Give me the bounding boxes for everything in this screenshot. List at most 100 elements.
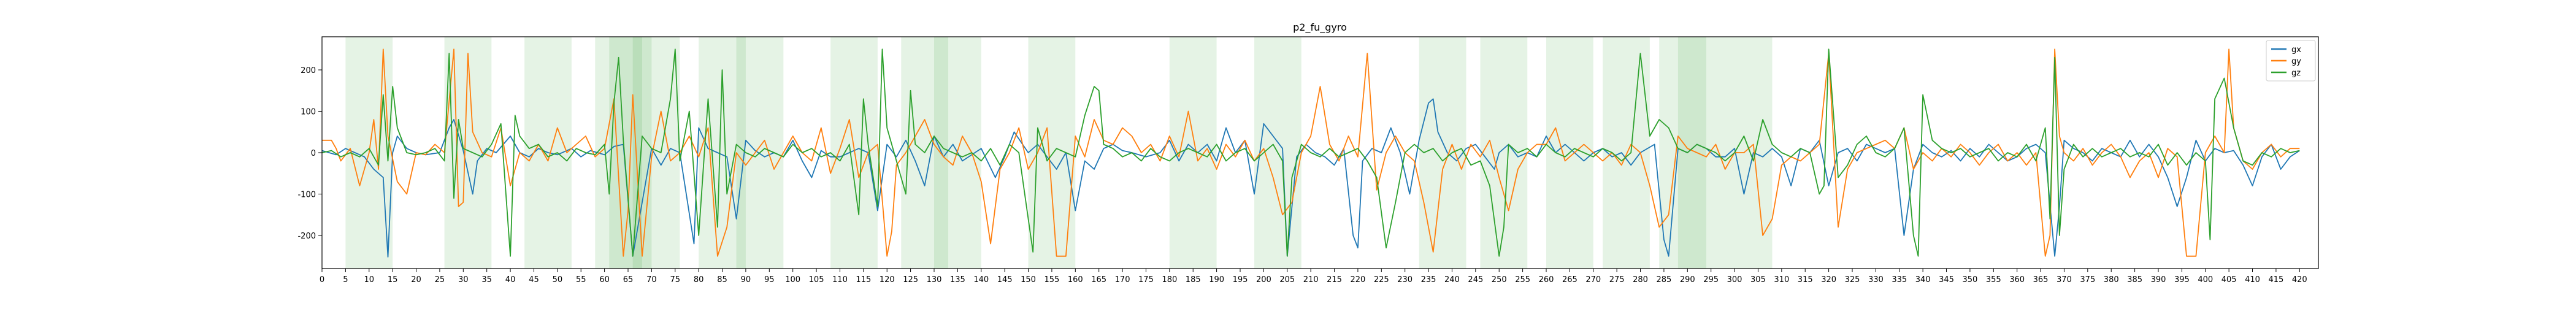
x-tick-label: 75 (670, 275, 680, 284)
x-tick-label: 330 (1868, 275, 1884, 284)
x-tick-label: 115 (856, 275, 871, 284)
x-tick-label: 70 (646, 275, 657, 284)
y-axis-ticks: -200 -100 0 100 200 (297, 66, 322, 241)
x-tick-label: 110 (832, 275, 848, 284)
shaded-region-18 (1659, 37, 1707, 269)
legend: gx gy gz (2266, 40, 2316, 82)
x-tick-label: 415 (2268, 275, 2283, 284)
x-tick-label: 125 (903, 275, 918, 284)
y-tick-label: 0 (311, 149, 316, 158)
x-tick-label: 205 (1279, 275, 1295, 284)
x-tick-label: 175 (1138, 275, 1154, 284)
legend-box (2266, 40, 2316, 82)
x-tick-label: 355 (1986, 275, 2001, 284)
x-tick-label: 320 (1821, 275, 1836, 284)
x-tick-label: 55 (576, 275, 586, 284)
x-tick-label: 230 (1397, 275, 1413, 284)
x-tick-label: 300 (1727, 275, 1742, 284)
x-tick-label: 150 (1021, 275, 1036, 284)
x-tick-label: 15 (388, 275, 398, 284)
legend-label-gy: gy (2291, 57, 2301, 66)
x-tick-label: 185 (1186, 275, 1201, 284)
x-tick-label: 290 (1680, 275, 1695, 284)
x-tick-label: 25 (435, 275, 445, 284)
x-tick-label: 190 (1209, 275, 1224, 284)
x-tick-label: 35 (481, 275, 492, 284)
x-tick-label: 345 (1939, 275, 1954, 284)
x-tick-label: 140 (973, 275, 989, 284)
x-tick-label: 420 (2292, 275, 2307, 284)
x-tick-label: 295 (1703, 275, 1719, 284)
x-tick-label: 370 (2057, 275, 2072, 284)
x-tick-label: 45 (529, 275, 539, 284)
shaded-region-17 (1603, 37, 1650, 269)
x-axis-ticks: 0 5 10 15 20 25 30 35 40 45 50 55 60 65 70 75 80 85 90 95 10… (320, 269, 2307, 284)
x-tick-label: 395 (2174, 275, 2190, 284)
x-tick-label: 235 (1421, 275, 1436, 284)
x-tick-label: 105 (809, 275, 824, 284)
shaded-region-19 (1677, 37, 1725, 269)
shaded-region-8 (830, 37, 878, 269)
x-tick-label: 120 (880, 275, 895, 284)
x-tick-label: 65 (623, 275, 634, 284)
x-tick-label: 170 (1115, 275, 1130, 284)
shaded-region-15 (1480, 37, 1528, 269)
y-tick-label: -200 (297, 232, 316, 241)
y-tick-label: 100 (301, 108, 316, 117)
x-tick-label: 60 (599, 275, 610, 284)
legend-label-gz: gz (2291, 69, 2301, 78)
x-tick-label: 305 (1750, 275, 1766, 284)
x-tick-label: 375 (2080, 275, 2095, 284)
x-tick-label: 155 (1045, 275, 1060, 284)
x-tick-label: 160 (1068, 275, 1083, 284)
x-tick-label: 400 (2198, 275, 2213, 284)
shaded-region-14 (1419, 37, 1466, 269)
x-tick-label: 220 (1351, 275, 1366, 284)
x-tick-label: 240 (1444, 275, 1460, 284)
x-tick-label: 340 (1915, 275, 1931, 284)
legend-label-gx: gx (2291, 45, 2301, 55)
x-tick-label: 50 (553, 275, 563, 284)
x-tick-label: 85 (717, 275, 727, 284)
x-tick-label: 90 (741, 275, 751, 284)
x-tick-label: 180 (1162, 275, 1177, 284)
x-tick-label: 360 (2009, 275, 2025, 284)
x-tick-label: 310 (1774, 275, 1789, 284)
x-tick-label: 365 (2033, 275, 2049, 284)
x-tick-label: 40 (505, 275, 516, 284)
x-tick-label: 195 (1233, 275, 1248, 284)
x-tick-label: 380 (2104, 275, 2119, 284)
x-tick-label: 245 (1468, 275, 1483, 284)
x-tick-label: 165 (1091, 275, 1106, 284)
shaded-region-20 (1725, 37, 1773, 269)
x-tick-label: 350 (1962, 275, 1977, 284)
x-tick-label: 5 (343, 275, 348, 284)
x-tick-label: 280 (1633, 275, 1648, 284)
x-tick-label: 210 (1303, 275, 1319, 284)
x-tick-label: 260 (1539, 275, 1554, 284)
x-tick-label: 285 (1656, 275, 1671, 284)
x-tick-label: 135 (950, 275, 965, 284)
series-lines (321, 48, 2300, 258)
x-tick-label: 30 (458, 275, 469, 284)
x-tick-label: 275 (1609, 275, 1625, 284)
x-tick-label: 145 (997, 275, 1013, 284)
x-tick-label: 200 (1256, 275, 1271, 284)
x-tick-label: 265 (1562, 275, 1577, 284)
series-line-gy (322, 48, 2300, 257)
x-tick-label: 20 (411, 275, 421, 284)
x-tick-label: 225 (1374, 275, 1389, 284)
x-tick-label: 215 (1327, 275, 1342, 284)
x-tick-label: 270 (1585, 275, 1601, 284)
x-tick-label: 130 (927, 275, 942, 284)
x-tick-label: 80 (694, 275, 704, 284)
series-line-gz (321, 48, 2300, 257)
x-tick-label: 385 (2127, 275, 2142, 284)
x-tick-label: 390 (2151, 275, 2166, 284)
x-tick-label: 100 (785, 275, 800, 284)
x-tick-label: 410 (2245, 275, 2260, 284)
x-tick-label: 10 (364, 275, 374, 284)
